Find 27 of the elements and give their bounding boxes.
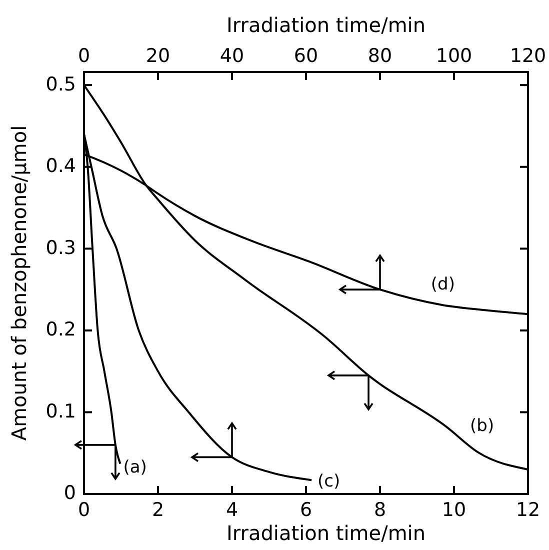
x-tick-label: 6	[300, 499, 312, 521]
y-axis-title: Amount of benzophenone/μmol	[7, 125, 31, 441]
x-tick-label: 12	[516, 499, 540, 521]
y-tick-label: 0	[64, 482, 76, 504]
x2-tick-label: 60	[294, 45, 318, 67]
x-tick-label: 4	[226, 499, 238, 521]
x-axis-title: Irradiation time/min	[226, 521, 426, 545]
y-tick-label: 0.4	[46, 155, 76, 178]
x2-tick-label: 80	[368, 45, 392, 67]
y-tick-label: 0.2	[46, 318, 76, 341]
x2-axis-title: Irradiation time/min	[226, 13, 426, 37]
legend-label: (a)	[123, 457, 147, 478]
series-label: (d)	[430, 274, 455, 295]
x-tick-label: 0	[78, 499, 90, 521]
x2-tick-label: 100	[436, 45, 472, 67]
x2-tick-label: 20	[146, 45, 170, 67]
x2-tick-label: 40	[220, 45, 244, 67]
y-tick-label: 0.3	[46, 236, 76, 259]
x2-tick-label: 120	[510, 45, 546, 67]
series-label: (b)	[470, 416, 494, 436]
x-tick-label: 2	[152, 499, 164, 521]
x-tick-label: 10	[442, 499, 466, 521]
x-tick-label: 8	[374, 499, 386, 521]
x2-tick-label: 0	[78, 45, 90, 67]
y-tick-label: 0.1	[46, 400, 76, 422]
y-tick-label: 0.5	[46, 73, 76, 96]
series-label: (c)	[318, 472, 340, 492]
